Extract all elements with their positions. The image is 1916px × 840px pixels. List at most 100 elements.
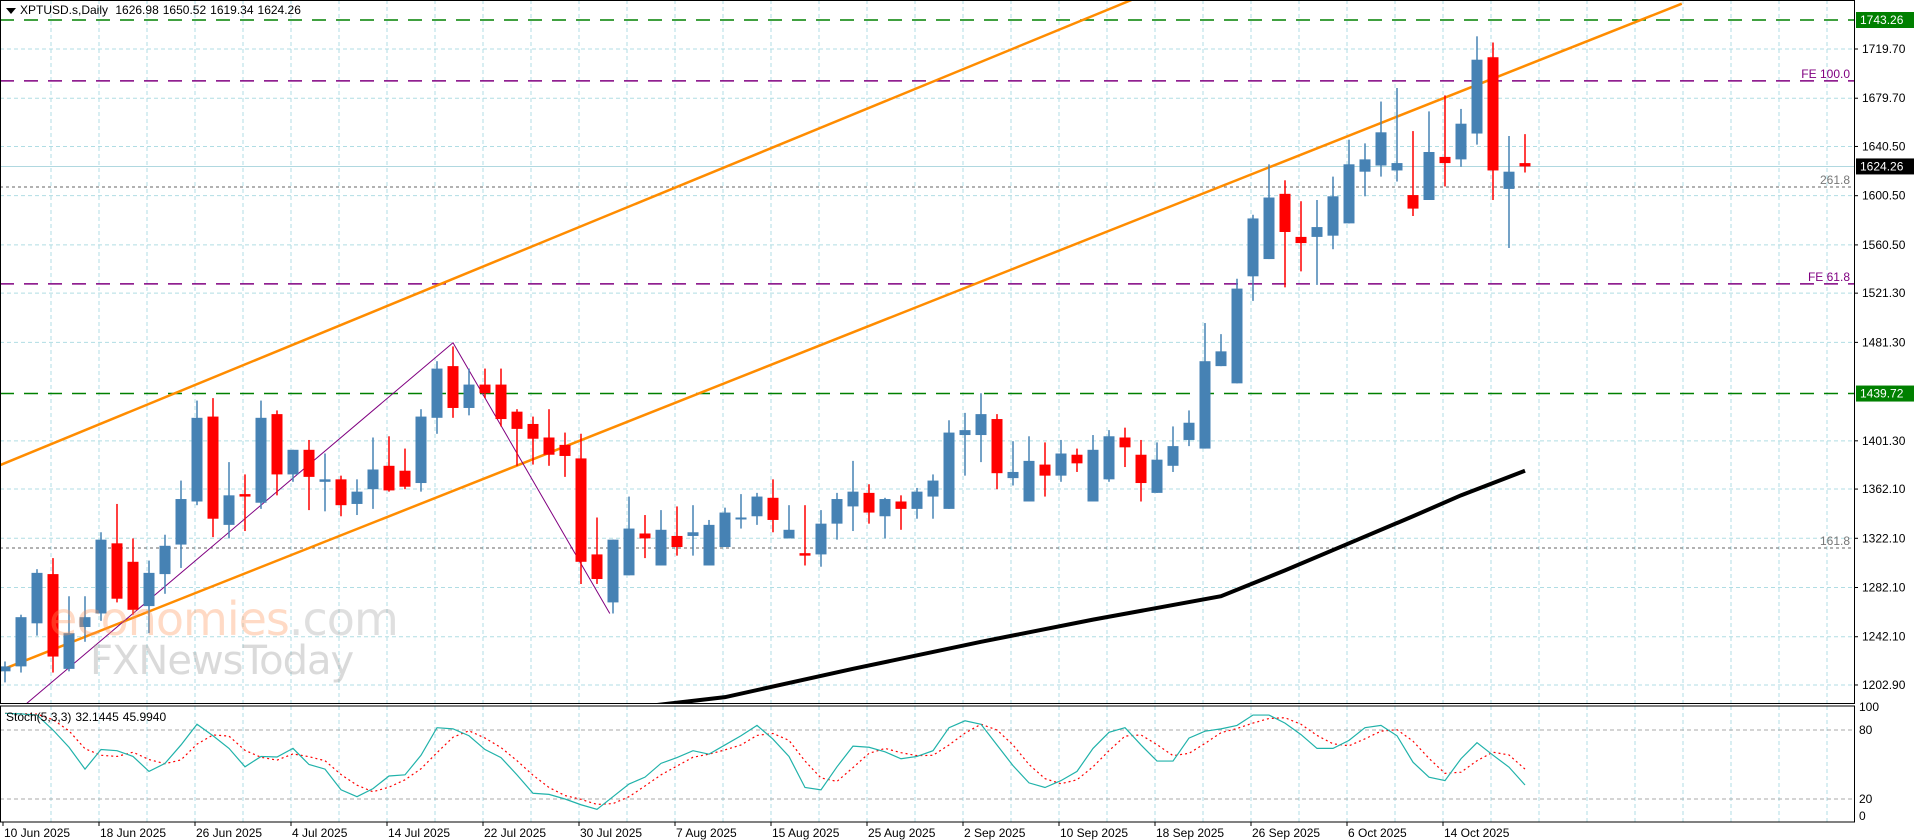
candle-body [463, 384, 475, 408]
candle-body [1503, 171, 1515, 189]
candle [1391, 88, 1403, 182]
dropdown-triangle-icon[interactable] [6, 7, 16, 14]
candle-body [703, 524, 715, 566]
candle-body [1, 666, 11, 672]
candle-body [255, 417, 267, 503]
candle [1343, 139, 1355, 224]
candle [1183, 410, 1195, 447]
candle [287, 449, 299, 482]
candle-body [111, 543, 123, 599]
price-tag-label: 1439.72 [1860, 387, 1904, 401]
candle [111, 503, 123, 603]
candle [1087, 435, 1099, 502]
price-axis-label: 1719.70 [1862, 42, 1906, 56]
candle [1455, 108, 1467, 167]
candle [863, 484, 875, 524]
time-axis-label: 2 Sep 2025 [964, 826, 1026, 840]
candle [1423, 111, 1435, 200]
candle-body [1343, 164, 1355, 224]
candle-body [623, 528, 635, 576]
candle [271, 410, 283, 496]
candle [1103, 430, 1115, 482]
stoch-axis-label: 80 [1859, 723, 1873, 737]
candle [1151, 442, 1163, 493]
fe-level-label: FE 61.8 [1808, 270, 1850, 284]
candle-body [1471, 59, 1483, 134]
candle [223, 462, 235, 539]
candle [1295, 201, 1307, 272]
candle [655, 510, 667, 566]
candle-body [511, 411, 523, 429]
price-axis-label: 1401.30 [1862, 434, 1906, 448]
candle [495, 368, 507, 427]
candle [607, 539, 619, 614]
candle-body [943, 432, 955, 509]
candle-body [143, 572, 155, 607]
time-axis-label: 25 Aug 2025 [868, 826, 936, 840]
price-tag-label: 1624.26 [1860, 159, 1904, 173]
candle-body [175, 499, 187, 545]
candle-body [1007, 471, 1019, 479]
stochastic-k-value: 32.1445 [75, 710, 119, 724]
candle [751, 492, 763, 525]
time-axis-label: 6 Oct 2025 [1348, 826, 1407, 840]
candle [255, 400, 267, 509]
candle [143, 560, 155, 634]
candle-body [575, 458, 587, 562]
candle [783, 505, 795, 539]
candle-body [335, 479, 347, 506]
candle [1215, 334, 1227, 367]
fib-level-label: 261.8 [1820, 173, 1850, 187]
candle [1471, 36, 1483, 145]
candle [991, 414, 1003, 490]
stochastic-d-value: 45.9940 [122, 710, 167, 724]
candle [767, 479, 779, 533]
high-value: 1650.52 [162, 3, 207, 17]
price-axis-label: 1600.50 [1862, 189, 1906, 203]
candle-body [895, 501, 907, 509]
candle-body [1263, 197, 1275, 260]
candle [1439, 95, 1451, 187]
candle-body [159, 545, 171, 575]
time-axis-label: 18 Sep 2025 [1156, 826, 1224, 840]
stoch-plot [1, 706, 1854, 822]
price-axis-label: 1521.30 [1862, 286, 1906, 300]
candle-body [1295, 236, 1307, 244]
candle [1279, 180, 1291, 288]
candle-body [1423, 151, 1435, 200]
candle [15, 614, 27, 673]
stoch-d-line [4, 712, 1526, 806]
candle-body [1407, 195, 1419, 209]
candle-body [687, 532, 699, 536]
candle-body [1215, 351, 1227, 367]
price-tag-box [1856, 158, 1914, 175]
candle [1071, 448, 1083, 472]
candle [1519, 134, 1531, 173]
candle [1119, 427, 1131, 468]
candle-body [1183, 422, 1195, 440]
candle [463, 368, 475, 416]
stoch-axis-label: 20 [1859, 792, 1873, 806]
watermark-domain: .com [288, 592, 399, 646]
candle [207, 398, 219, 538]
candle [543, 409, 555, 466]
candle [1263, 164, 1275, 260]
candle [399, 448, 411, 490]
candle-body [271, 414, 283, 475]
candle [575, 433, 587, 584]
candle [1055, 439, 1067, 482]
candle-body [751, 496, 763, 517]
candle [1247, 214, 1259, 301]
candle-body [1039, 464, 1051, 476]
price-axis-label: 1679.70 [1862, 91, 1906, 105]
candle-body [303, 449, 315, 477]
candle-body [1391, 163, 1403, 171]
time-axis-label: 26 Sep 2025 [1252, 826, 1320, 840]
candle [1231, 278, 1243, 384]
price-axis-label: 1640.50 [1862, 139, 1906, 153]
candle-body [1455, 123, 1467, 160]
candle-body [1071, 454, 1083, 464]
candle [335, 475, 347, 517]
candle-body [1023, 460, 1035, 502]
